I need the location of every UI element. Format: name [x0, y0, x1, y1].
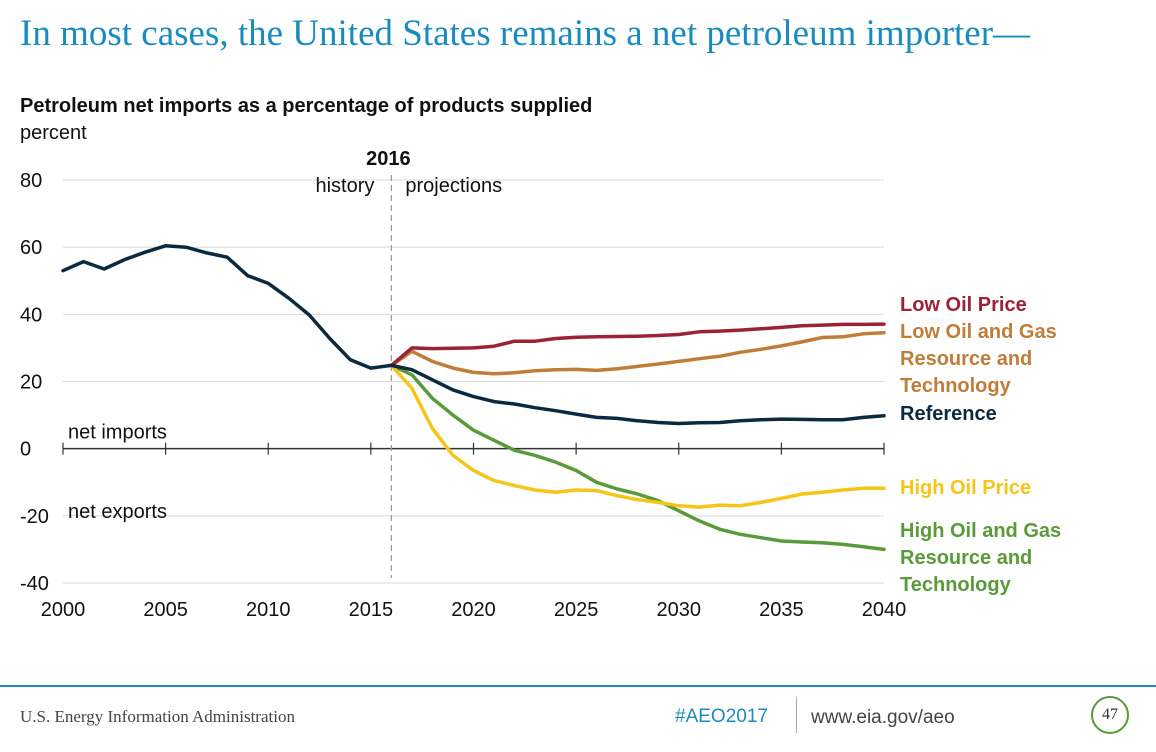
- x-tick-label: 2035: [759, 599, 804, 621]
- series-label-line: Resource and: [900, 348, 1032, 370]
- series-line-high-oil-and-gas-resource-and-technology: [389, 363, 886, 552]
- series-label-line: Low Oil Price: [900, 294, 1027, 316]
- series-label-line: High Oil and Gas: [900, 520, 1061, 542]
- series-labels: Reference Low Oil Price Low Oil and Gas Res…: [900, 294, 1061, 596]
- footer-divider: [0, 685, 1156, 687]
- y-tick-label: 20: [20, 372, 42, 394]
- slide-title: In most cases, the United States remains…: [20, 13, 1031, 54]
- net-imports-label: net imports: [68, 422, 167, 444]
- gridlines: [62, 179, 885, 584]
- x-tick-labels: 2000 2005 2010 2015 2020 2025 2030 2035 2040: [41, 599, 907, 621]
- series-label-low-oil-and-gas-resource-and-technology: Low Oil and Gas Resource and Technology: [900, 321, 1057, 397]
- series-label-high-oil-price: High Oil Price: [900, 477, 1031, 499]
- x-tick-label: 2040: [862, 599, 907, 621]
- series-line-low-oil-price: [389, 322, 886, 368]
- y-tick-label: -40: [20, 573, 49, 595]
- series-line-reference: [61, 244, 886, 426]
- series-line-low-oil-and-gas-resource-and-technology: [389, 331, 886, 376]
- chart-title: Petroleum net imports as a percentage of…: [20, 95, 593, 117]
- x-tick-label: 2025: [554, 599, 599, 621]
- page-number-badge: 47: [1091, 696, 1129, 734]
- series-label-line: High Oil Price: [900, 477, 1031, 499]
- x-tick-label: 2010: [246, 599, 291, 621]
- y-axis-unit-label: percent: [20, 122, 87, 144]
- x-tick-label: 2015: [349, 599, 394, 621]
- footer-organization: U.S. Energy Information Administration: [20, 707, 295, 726]
- x-tick-label: 2000: [41, 599, 86, 621]
- footer-hashtag: #AEO2017: [675, 706, 768, 727]
- x-tick-label: 2030: [657, 599, 702, 621]
- footer-separator: [796, 697, 797, 733]
- x-tick-label: 2005: [143, 599, 188, 621]
- petroleum-net-imports-chart: 80 60 40 20 0 -20 -40 2000 2005 2010 2015 2020 2025…: [20, 148, 1061, 621]
- y-tick-label: 40: [20, 304, 42, 326]
- history-label: history: [315, 175, 374, 197]
- projections-label: projections: [405, 175, 502, 197]
- net-exports-label: net exports: [68, 501, 167, 523]
- series-line-high-oil-price: [389, 363, 886, 509]
- y-tick-label: 60: [20, 237, 42, 259]
- y-tick-label: -20: [20, 506, 49, 528]
- series-label-line: Reference: [900, 403, 997, 425]
- series-label-line: Low Oil and Gas: [900, 321, 1057, 343]
- series-label-high-oil-and-gas-resource-and-technology: High Oil and Gas Resource and Technology: [900, 520, 1061, 596]
- series-label-line: Technology: [900, 574, 1012, 596]
- series-label-line: Resource and: [900, 547, 1032, 569]
- divider-year-label: 2016: [366, 148, 411, 170]
- y-tick-label: 80: [20, 170, 42, 192]
- series-label-low-oil-price: Low Oil Price: [900, 294, 1027, 316]
- series-label-reference: Reference: [900, 403, 997, 425]
- y-tick-labels: 80 60 40 20 0 -20 -40: [20, 170, 49, 595]
- y-tick-label: 0: [20, 439, 31, 461]
- series-label-line: Technology: [900, 375, 1012, 397]
- footer-url-link[interactable]: www.eia.gov/aeo: [811, 707, 955, 728]
- series-lines: [61, 244, 886, 552]
- x-tick-label: 2020: [451, 599, 496, 621]
